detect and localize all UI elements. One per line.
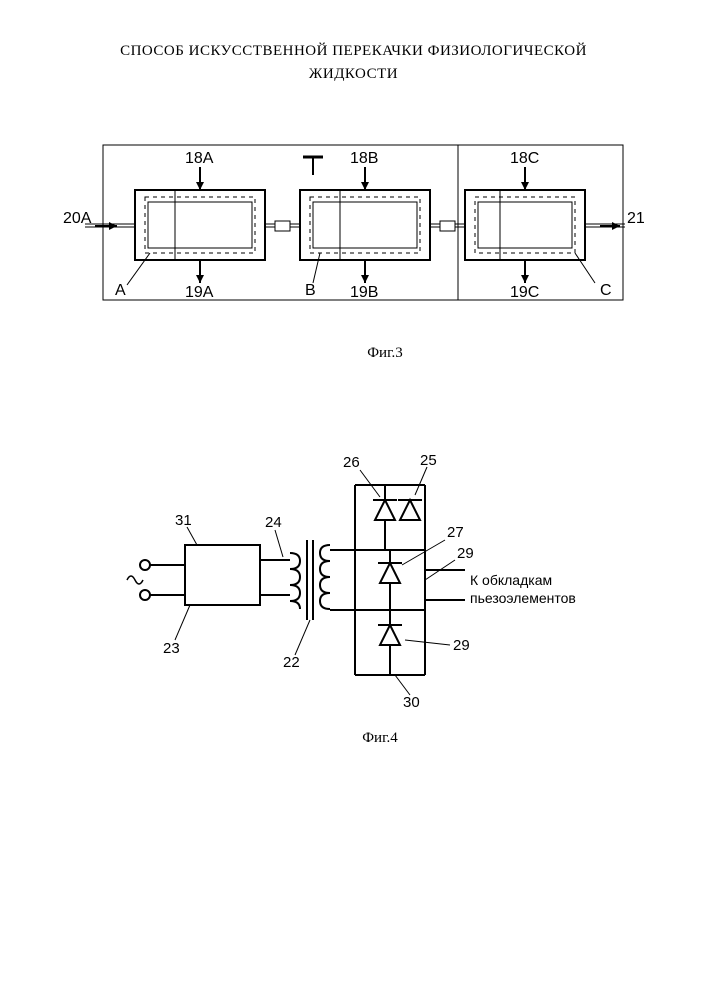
transformer-secondary bbox=[320, 545, 330, 609]
label-25: 25 bbox=[420, 452, 437, 469]
label-21C: 21C bbox=[627, 210, 645, 227]
label-C: C bbox=[600, 282, 612, 299]
figure-4: 31 24 23 22 26 25 27 29 29 30 К обкладка… bbox=[115, 445, 585, 747]
label-29a: 29 bbox=[457, 545, 474, 562]
title-line-1: СПОСОБ ИСКУССТВЕННОЙ ПЕРЕКАЧКИ ФИЗИОЛОГИ… bbox=[120, 43, 587, 59]
label-26: 26 bbox=[343, 454, 360, 471]
chamber-A bbox=[127, 167, 265, 285]
label-B: B bbox=[305, 282, 316, 299]
chamber-B bbox=[300, 167, 430, 283]
fig4-caption: Фиг.4 bbox=[175, 730, 585, 747]
chamber-C bbox=[465, 167, 595, 283]
label-A: A bbox=[115, 282, 126, 299]
label-19C: 19C bbox=[510, 284, 539, 301]
title-line-2: ЖИДКОСТИ bbox=[309, 66, 398, 82]
block-31 bbox=[185, 545, 260, 605]
label-31: 31 bbox=[175, 512, 192, 529]
figure-3: 20A 21C bbox=[45, 135, 645, 362]
label-19B: 19B bbox=[350, 284, 378, 301]
label-18B: 18B bbox=[350, 150, 378, 167]
label-29b: 29 bbox=[453, 637, 470, 654]
label-20A: 20A bbox=[63, 210, 92, 227]
label-30: 30 bbox=[403, 694, 420, 711]
label-18A: 18A bbox=[185, 150, 214, 167]
label-19A: 19A bbox=[185, 284, 214, 301]
label-24: 24 bbox=[265, 514, 282, 531]
diode-bridge bbox=[355, 485, 425, 675]
label-23: 23 bbox=[163, 640, 180, 657]
label-22: 22 bbox=[283, 654, 300, 671]
label-27: 27 bbox=[447, 524, 464, 541]
transformer-primary bbox=[290, 553, 300, 609]
page-title: СПОСОБ ИСКУССТВЕННОЙ ПЕРЕКАЧКИ ФИЗИОЛОГИ… bbox=[0, 0, 707, 85]
side-text-1: К обкладкам bbox=[470, 572, 552, 588]
side-text-2: пьезоэлементов bbox=[470, 590, 576, 606]
fig3-caption: Фиг.3 bbox=[125, 345, 645, 362]
label-18C: 18C bbox=[510, 150, 539, 167]
